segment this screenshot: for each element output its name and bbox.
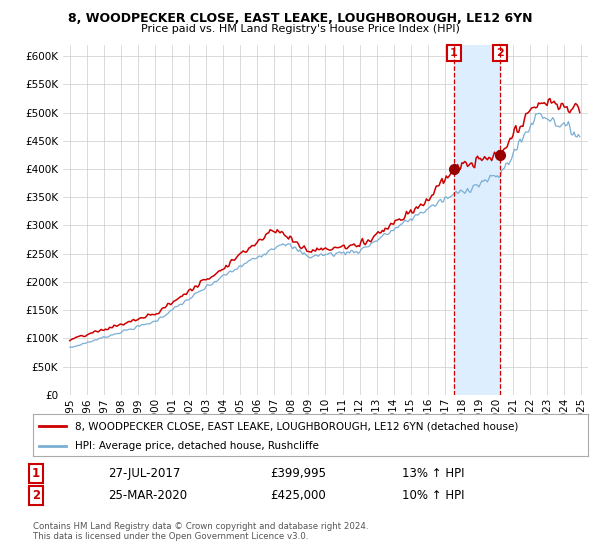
Text: 8, WOODPECKER CLOSE, EAST LEAKE, LOUGHBOROUGH, LE12 6YN: 8, WOODPECKER CLOSE, EAST LEAKE, LOUGHBO… xyxy=(68,12,532,25)
Text: 1: 1 xyxy=(32,466,40,480)
Text: 10% ↑ HPI: 10% ↑ HPI xyxy=(402,489,464,502)
Text: HPI: Average price, detached house, Rushcliffe: HPI: Average price, detached house, Rush… xyxy=(74,441,319,451)
Text: 1: 1 xyxy=(450,48,458,58)
Text: Price paid vs. HM Land Registry's House Price Index (HPI): Price paid vs. HM Land Registry's House … xyxy=(140,24,460,34)
Text: 8, WOODPECKER CLOSE, EAST LEAKE, LOUGHBOROUGH, LE12 6YN (detached house): 8, WOODPECKER CLOSE, EAST LEAKE, LOUGHBO… xyxy=(74,421,518,431)
Text: 27-JUL-2017: 27-JUL-2017 xyxy=(108,466,181,480)
Text: 2: 2 xyxy=(32,489,40,502)
Text: 13% ↑ HPI: 13% ↑ HPI xyxy=(402,466,464,480)
Text: £425,000: £425,000 xyxy=(270,489,326,502)
Text: 2: 2 xyxy=(496,48,504,58)
Bar xyxy=(454,45,500,395)
Text: Contains HM Land Registry data © Crown copyright and database right 2024.
This d: Contains HM Land Registry data © Crown c… xyxy=(33,522,368,542)
Text: £399,995: £399,995 xyxy=(270,466,326,480)
Text: 25-MAR-2020: 25-MAR-2020 xyxy=(108,489,187,502)
